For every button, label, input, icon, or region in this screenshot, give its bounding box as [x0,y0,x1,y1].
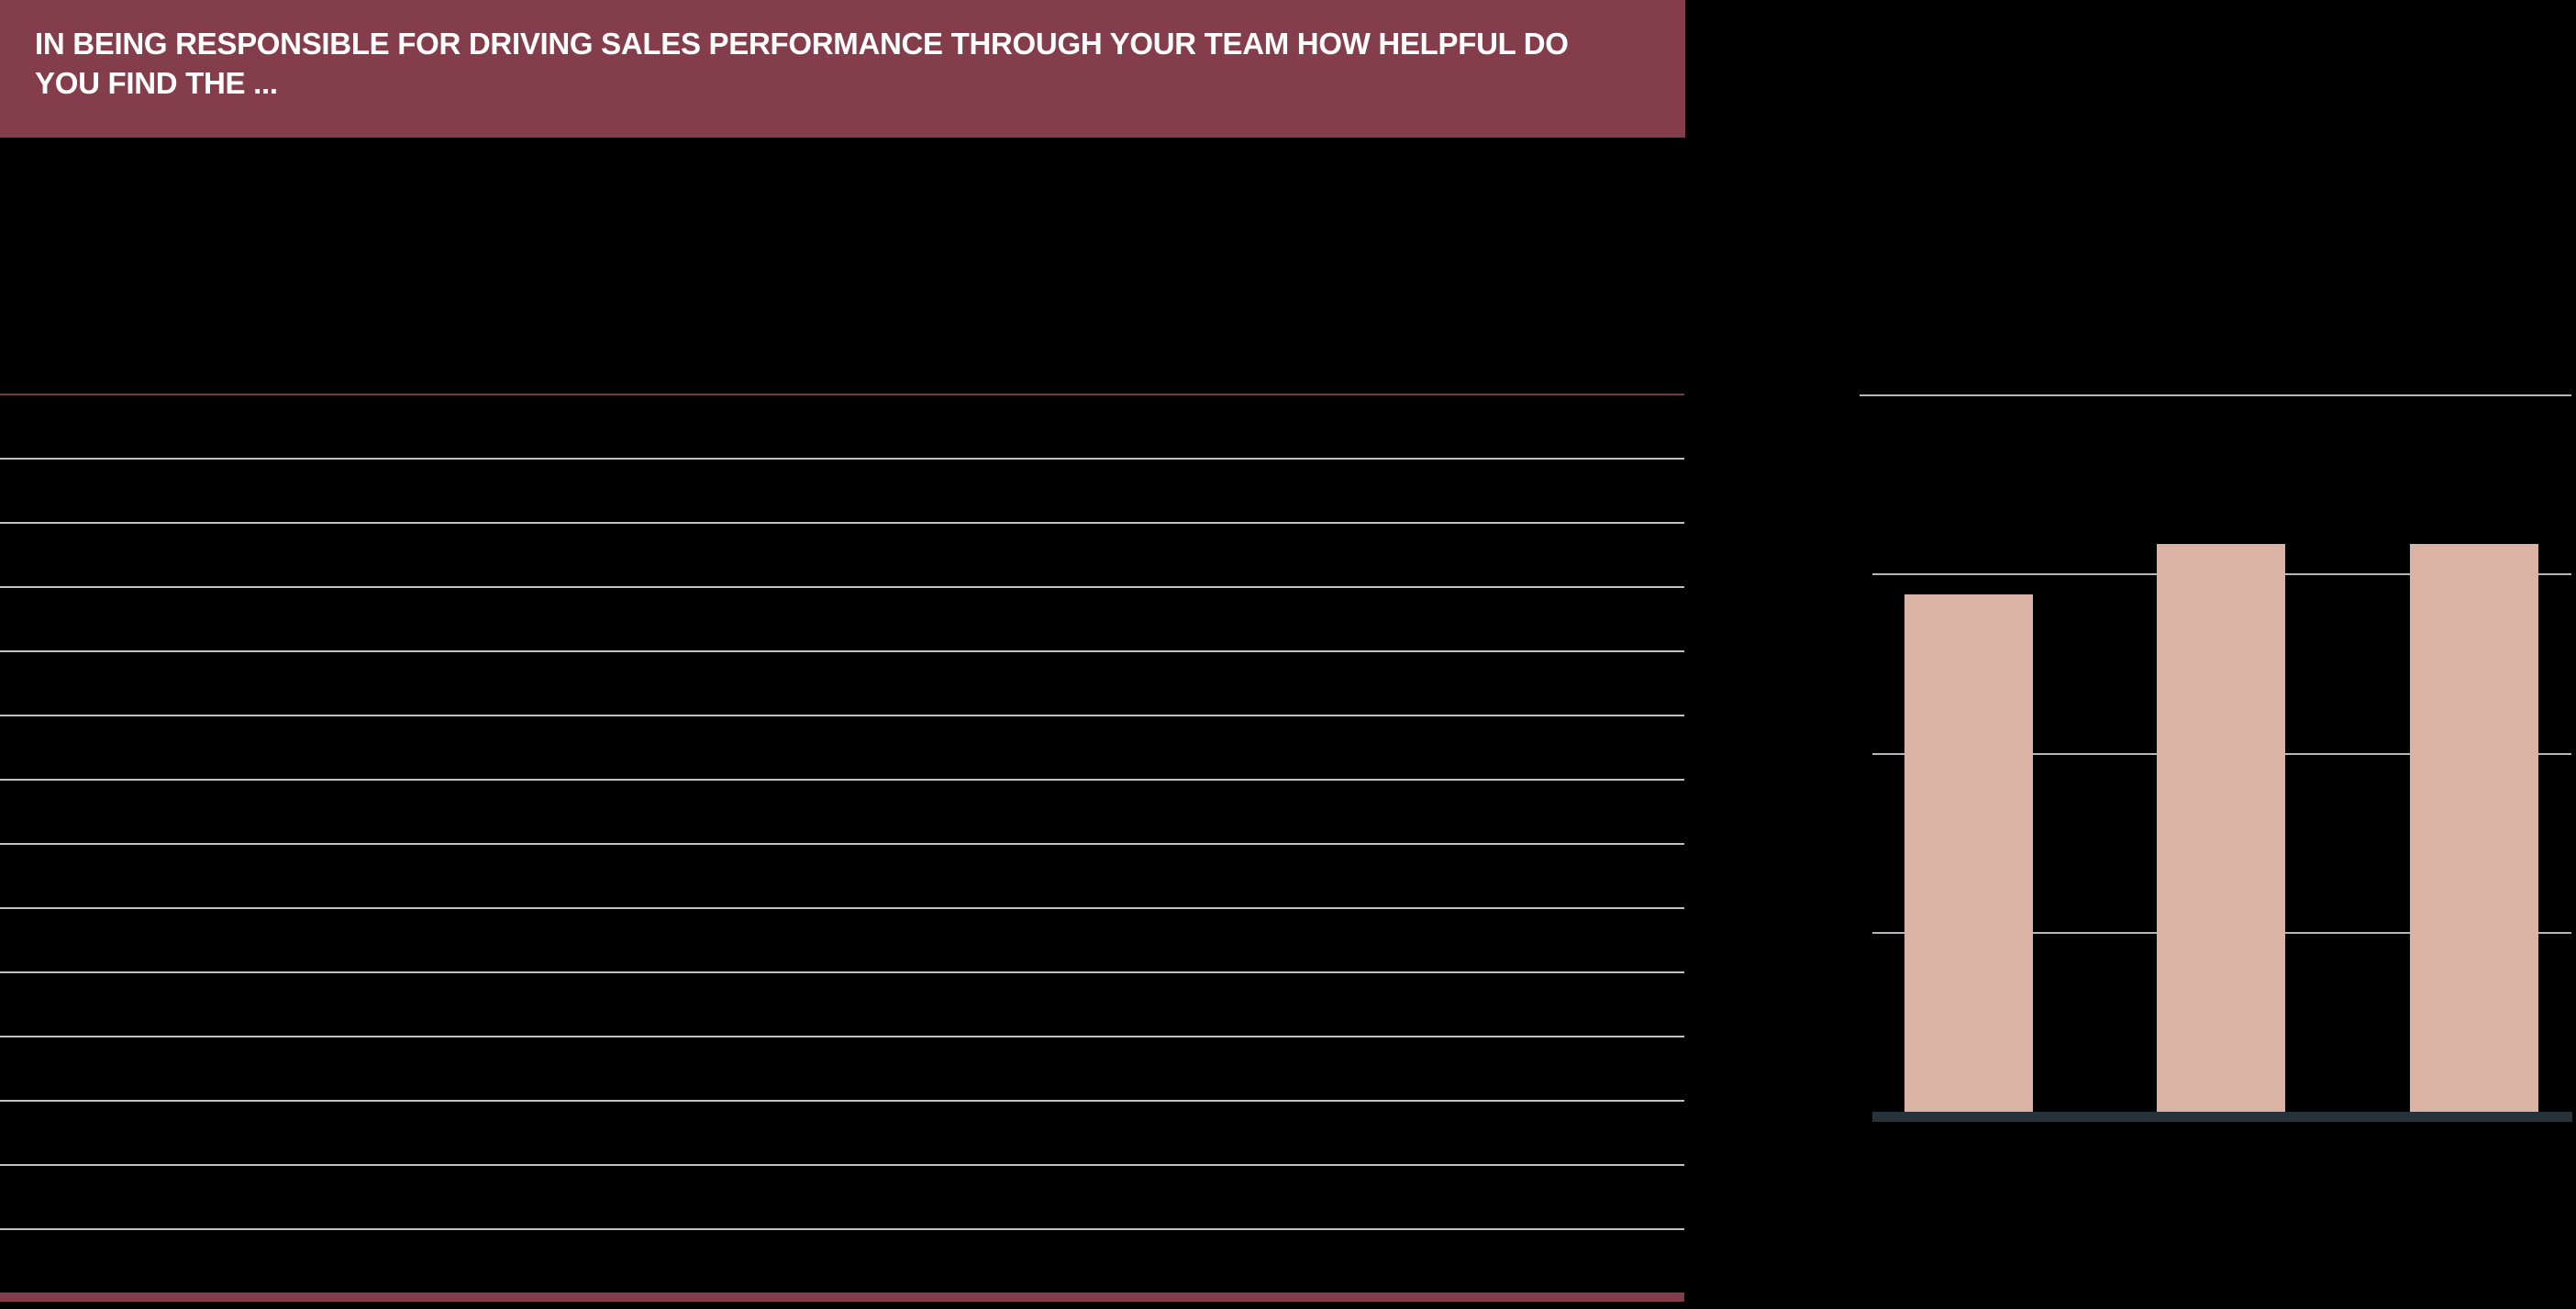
table-row [0,652,1684,716]
table-row [0,588,1684,652]
bar[interactable] [2410,544,2538,1112]
table-top-rule [0,394,1684,395]
table-row [0,395,1684,460]
bar[interactable] [1904,594,2033,1112]
table-row [0,1166,1684,1230]
table-row [0,845,1684,909]
table-row [0,1102,1684,1166]
table-row [0,909,1684,973]
response-table-rows [0,395,1684,1230]
table-row [0,716,1684,781]
gridline [1860,394,2571,396]
table-row [0,1037,1684,1102]
x-axis [1872,1112,2572,1122]
table-row [0,524,1684,588]
bar[interactable] [2157,544,2285,1112]
question-header: IN BEING RESPONSIBLE FOR DRIVING SALES P… [0,0,1685,138]
table-row [0,973,1684,1037]
table-row [0,781,1684,845]
question-title-line-1: IN BEING RESPONSIBLE FOR DRIVING SALES P… [35,27,1569,61]
table-bottom-rule [0,1292,1684,1302]
question-title-line-2: YOU FIND THE ... [35,66,278,100]
table-row [0,460,1684,524]
bar-chart-plot [1860,394,2572,1122]
